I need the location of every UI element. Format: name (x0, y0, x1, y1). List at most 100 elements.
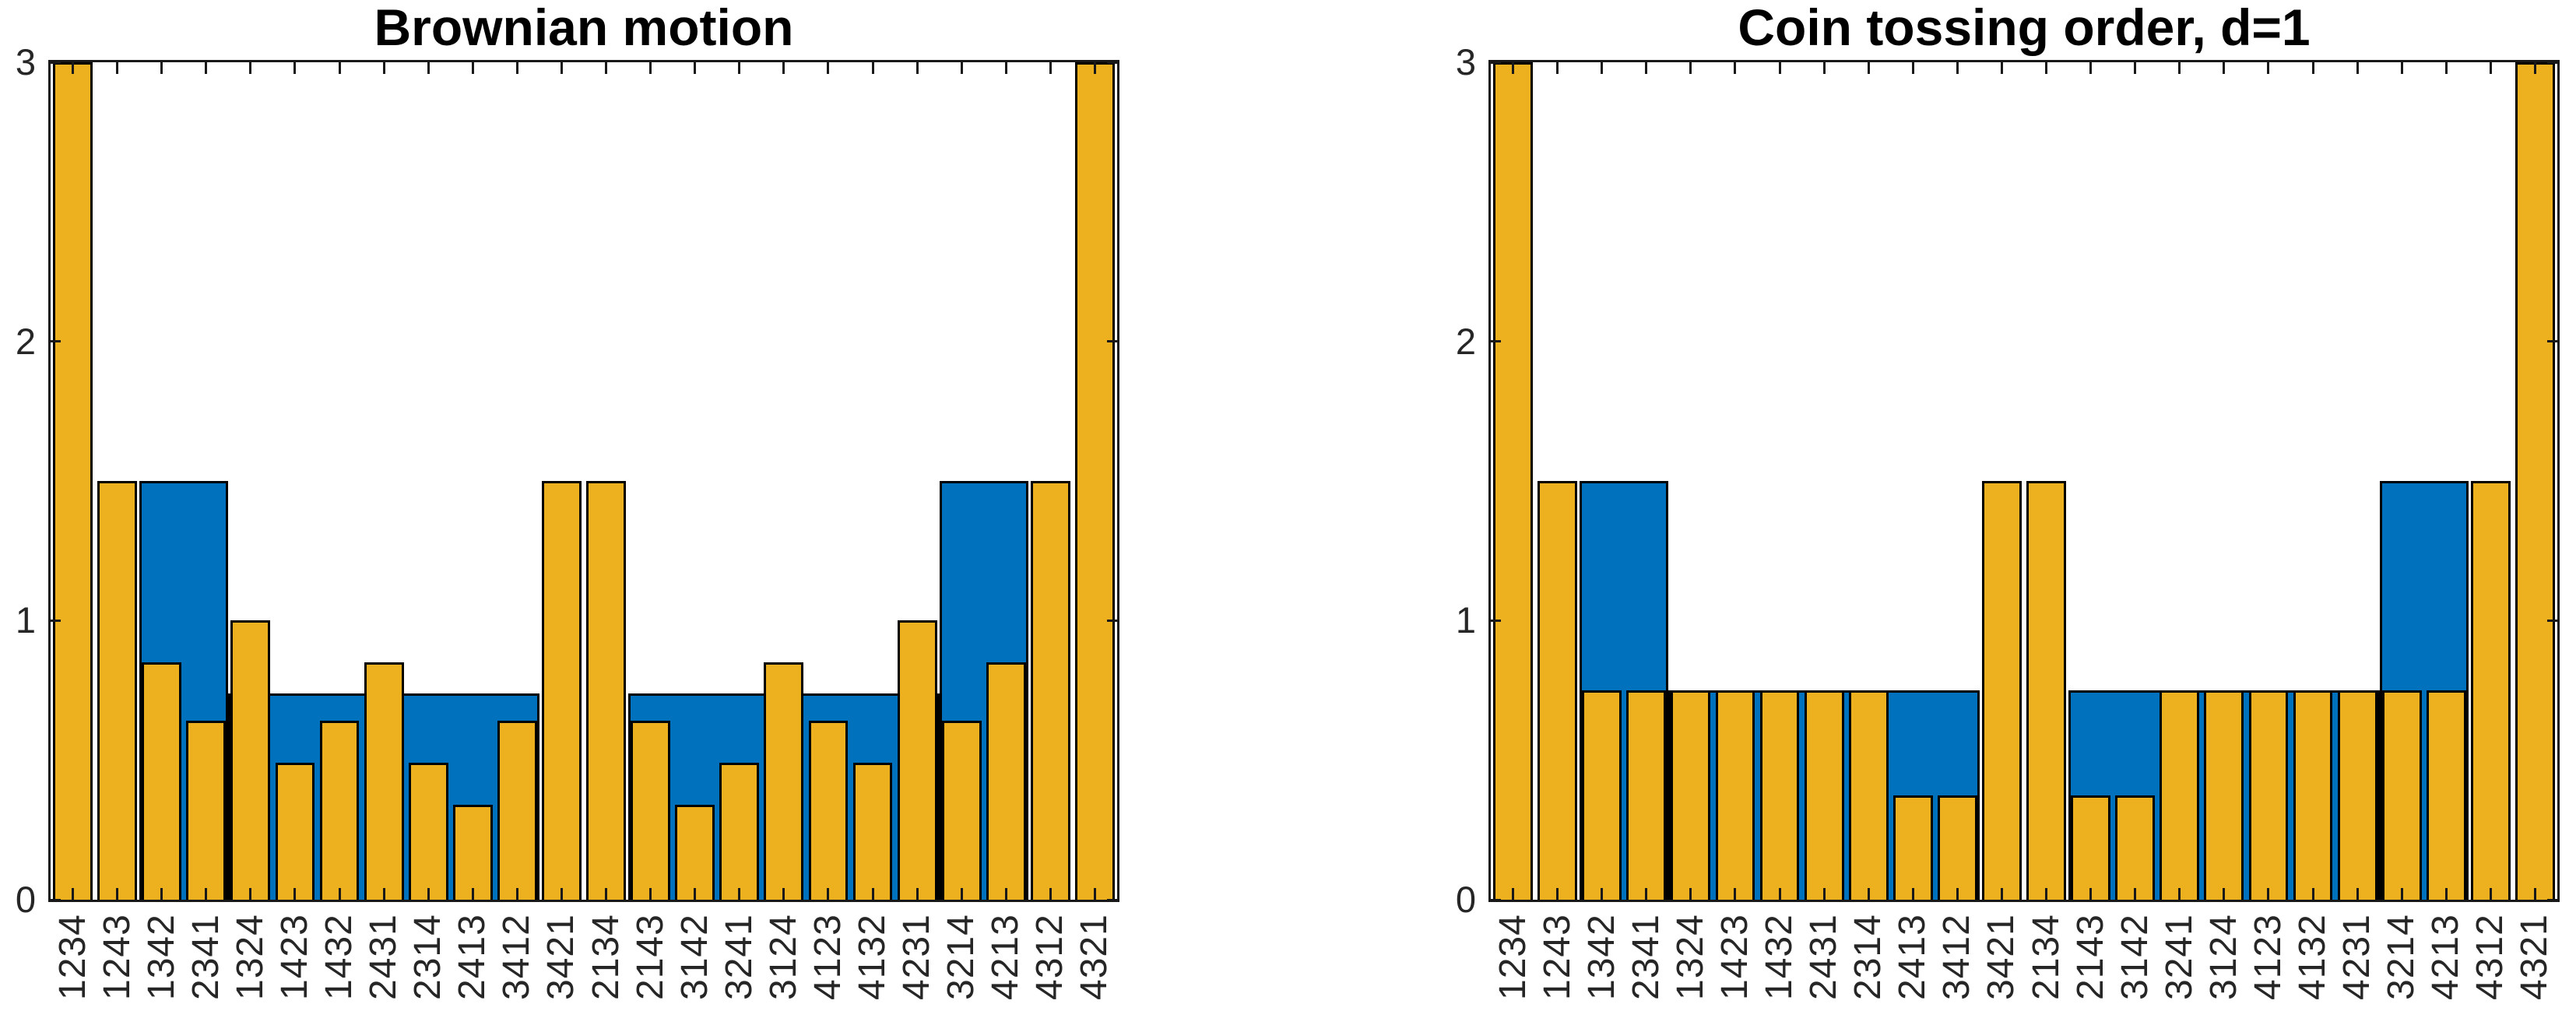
x-tick-label: 1432 (318, 914, 360, 1000)
bar-yellow (2426, 690, 2466, 900)
x-tick-mark (471, 62, 474, 74)
x-tick-mark (1093, 888, 1096, 900)
bar-yellow (142, 662, 182, 900)
x-tick-mark (1512, 62, 1515, 74)
x-tick-mark (338, 888, 341, 900)
x-tick-mark (2000, 62, 2003, 74)
x-tick-label: 2314 (407, 914, 449, 1000)
x-tick-mark (2489, 888, 2492, 900)
x-tick-mark (2311, 62, 2314, 74)
x-tick-mark (2356, 62, 2359, 74)
x-tick-mark (1956, 62, 1959, 74)
y-tick-mark (1107, 340, 1117, 343)
bar-yellow (408, 763, 448, 900)
bar-yellow (2293, 690, 2333, 900)
x-tick-mark (72, 888, 75, 900)
x-tick-label: 2413 (1892, 914, 1934, 1000)
bar-yellow (97, 481, 138, 900)
x-tick-mark (382, 62, 385, 74)
x-tick-mark (2089, 62, 2093, 74)
bar-yellow (675, 805, 715, 900)
x-tick-mark (1689, 62, 1692, 74)
bar-yellow (1030, 481, 1070, 900)
x-tick-mark (960, 888, 963, 900)
x-tick-mark (160, 888, 163, 900)
x-tick-label: 3214 (940, 914, 982, 1000)
x-tick-label: 4312 (2469, 914, 2511, 1000)
x-tick-mark (160, 62, 163, 74)
chart-title: Coin tossing order, d=1 (1738, 0, 2311, 56)
x-tick-mark (1601, 888, 1604, 900)
bar-yellow (2337, 690, 2377, 900)
x-tick-mark (915, 888, 919, 900)
x-tick-mark (1822, 62, 1826, 74)
bar-yellow (542, 481, 582, 900)
bar-yellow (1075, 62, 1115, 900)
bar-yellow (186, 721, 227, 900)
x-tick-label: 3241 (2158, 914, 2200, 1000)
x-tick-mark (1512, 888, 1515, 900)
x-tick-label: 3124 (2202, 914, 2244, 1000)
x-tick-mark (1956, 888, 1959, 900)
y-tick-label: 3 (1455, 41, 1476, 82)
x-tick-label: 1423 (1713, 914, 1755, 1000)
x-tick-mark (427, 888, 430, 900)
x-tick-mark (249, 62, 252, 74)
x-tick-mark (960, 62, 963, 74)
x-tick-mark (116, 62, 119, 74)
x-tick-mark (827, 888, 830, 900)
x-tick-mark (1004, 888, 1007, 900)
x-tick-label: 2314 (1847, 914, 1889, 1000)
y-tick-mark (1107, 61, 1117, 64)
bar-yellow (497, 721, 537, 900)
x-tick-mark (515, 62, 518, 74)
x-tick-mark (515, 888, 518, 900)
bar-yellow (2204, 690, 2244, 900)
x-tick-mark (738, 888, 741, 900)
x-tick-mark (1049, 62, 1052, 74)
x-tick-mark (827, 62, 830, 74)
x-tick-label: 3124 (762, 914, 804, 1000)
bar-yellow (2026, 481, 2066, 900)
bar-yellow (2160, 690, 2200, 900)
bar-yellow (230, 620, 271, 900)
x-tick-mark (871, 62, 874, 74)
x-tick-label: 3421 (1980, 914, 2022, 1000)
x-tick-label: 1243 (96, 914, 138, 1000)
x-tick-label: 4231 (2336, 914, 2378, 1000)
x-tick-label: 2341 (185, 914, 227, 1000)
bar-yellow (808, 721, 849, 900)
x-tick-label: 4123 (2247, 914, 2289, 1000)
y-tick-mark (51, 340, 61, 343)
bar-yellow (2515, 62, 2555, 900)
bar-yellow (631, 721, 671, 900)
x-tick-mark (2000, 888, 2003, 900)
x-tick-mark (605, 62, 608, 74)
x-tick-label: 2431 (363, 914, 405, 1000)
x-tick-label: 4321 (1074, 914, 1116, 1000)
x-tick-label: 2413 (452, 914, 494, 1000)
x-tick-mark (338, 62, 341, 74)
bar-yellow (719, 763, 760, 900)
bar-yellow (1982, 481, 2022, 900)
bar-yellow (53, 62, 93, 900)
bar-yellow (452, 805, 493, 900)
bar-yellow (1582, 690, 1622, 900)
y-tick-mark (1491, 898, 1501, 901)
x-tick-mark (1645, 62, 1648, 74)
x-tick-mark (1778, 62, 1781, 74)
y-tick-mark (1107, 619, 1117, 622)
x-tick-label: 1324 (1669, 914, 1711, 1000)
bar-yellow (941, 721, 982, 900)
x-tick-label: 1423 (273, 914, 315, 1000)
x-tick-mark (2489, 62, 2492, 74)
x-tick-mark (1645, 888, 1648, 900)
y-tick-label: 0 (15, 879, 36, 920)
plot-area (1488, 60, 2560, 902)
x-tick-mark (694, 888, 697, 900)
x-tick-mark (2178, 62, 2181, 74)
x-tick-label: 4213 (985, 914, 1027, 1000)
x-tick-mark (471, 888, 474, 900)
x-tick-mark (2045, 888, 2048, 900)
